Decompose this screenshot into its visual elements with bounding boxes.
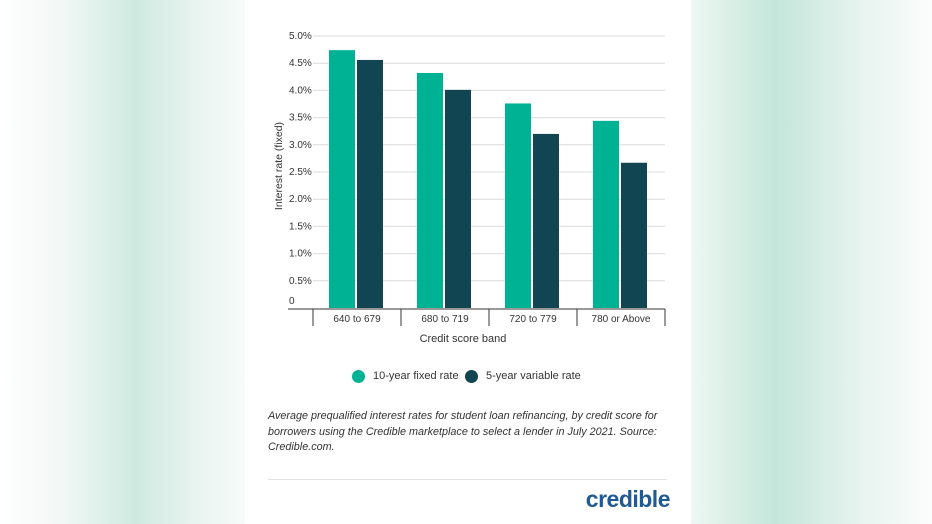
credible-logo[interactable]: credible — [585, 486, 671, 512]
legend-label-fixed: 10-year fixed rate — [373, 370, 459, 382]
bar-fixed — [417, 72, 443, 308]
y-tick-label: 3.0% — [289, 140, 312, 151]
legend-swatch-variable — [465, 369, 478, 383]
bar-fixed — [505, 103, 531, 309]
y-tick-label: 2.5% — [289, 167, 312, 178]
bar-variable — [533, 133, 559, 308]
bar-fixed — [329, 50, 355, 308]
footer-divider — [268, 479, 667, 480]
background-right-panel — [691, 0, 932, 524]
bar-fixed — [593, 120, 619, 308]
legend-label-variable: 5-year variable rate — [486, 370, 581, 382]
legend-item-variable: 5-year variable rate — [465, 367, 581, 385]
legend-item-fixed: 10-year fixed rate — [352, 367, 459, 385]
x-axis: 640 to 679 680 to 719 720 to 779 780 or Abo… — [288, 308, 666, 326]
bar-variable — [621, 162, 647, 308]
background-left-panel — [0, 0, 245, 524]
y-tick-label: 5.0% — [289, 31, 312, 42]
bars — [329, 50, 647, 309]
y-tick-label: 3.5% — [289, 113, 312, 124]
y-tick-label: 1.0% — [289, 249, 312, 260]
y-tick-label: 4.0% — [289, 85, 312, 96]
y-tick-label: 4.5% — [289, 58, 312, 69]
bar-variable — [357, 59, 383, 308]
y-axis-ticks: 0 0.5% 1.0% 1.5% 2.0% 2.5% 3.0% 3.5% 4.0% 4.5% 5.0… — [289, 31, 312, 307]
y-axis-label: Interest rate (fixed) — [273, 122, 285, 210]
bar-variable — [445, 89, 471, 308]
x-tick-label: 780 or Above — [592, 314, 651, 325]
y-tick-label: 0 — [289, 296, 295, 307]
chart-caption: Average prequalified interest rates for … — [268, 410, 658, 453]
x-tick-label: 720 to 779 — [509, 314, 557, 325]
y-tick-label: 2.0% — [289, 194, 312, 205]
legend-swatch-fixed — [352, 369, 365, 383]
y-tick-label: 0.5% — [289, 276, 312, 287]
x-axis-label: Credit score band — [420, 333, 507, 345]
x-tick-label: 640 to 679 — [333, 314, 381, 325]
y-tick-label: 1.5% — [289, 221, 312, 232]
x-tick-label: 680 to 719 — [421, 314, 469, 325]
